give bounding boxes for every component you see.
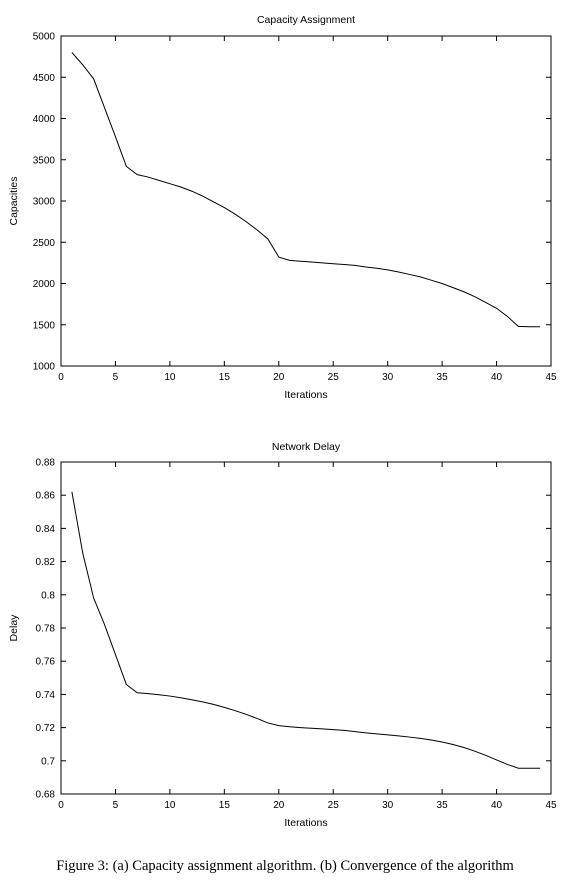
y-tick-label: 4500 — [33, 73, 56, 84]
y-tick-label: 0.7 — [41, 756, 55, 767]
y-tick-label: 0.68 — [36, 790, 56, 801]
x-tick-label: 10 — [164, 372, 176, 383]
x-axis-label: Iterations — [284, 817, 327, 829]
y-tick-label: 0.72 — [36, 723, 56, 734]
chart-a-group: 0 5 10 15 20 25 30 35 40 45 1000 1500 2000 2500 3000 35… — [8, 14, 557, 401]
x-tick-label: 25 — [328, 372, 340, 383]
y-tick-label: 4000 — [33, 114, 56, 125]
y-tick-label: 1000 — [33, 362, 56, 373]
x-tick-label: 5 — [113, 800, 119, 811]
series-line — [71, 491, 541, 769]
x-tick-label: 5 — [113, 372, 119, 383]
y-tick-label: 0.76 — [36, 657, 56, 668]
y-tick-label: 0.86 — [36, 491, 56, 502]
x-tick-label: 40 — [491, 800, 503, 811]
y-axis-label: Delay — [8, 614, 20, 642]
y-tick-label: 0.88 — [36, 458, 56, 469]
figure-caption: Figure 3: (a) Capacity assignment algori… — [56, 858, 514, 874]
y-axis-label: Capacities — [8, 176, 20, 225]
y-tick-label: 0.84 — [36, 524, 56, 535]
chart-b-group: 0 5 10 15 20 25 30 35 40 45 0.68 0.7 0.72 0.74 0.76 0.7… — [8, 441, 557, 829]
x-tick-label: 15 — [219, 800, 231, 811]
y-tick-label: 3500 — [33, 155, 56, 166]
x-tick-label: 45 — [545, 800, 557, 811]
x-tick-label: 30 — [382, 800, 394, 811]
y-tick-label: 0.8 — [41, 590, 55, 601]
x-tick-label: 35 — [437, 800, 449, 811]
y-tick-label: 2000 — [33, 279, 56, 290]
x-axis-label: Iterations — [284, 389, 327, 401]
chart-title: Capacity Assignment — [257, 14, 355, 26]
x-tick-label: 10 — [164, 800, 176, 811]
x-tick-label: 15 — [219, 372, 231, 383]
y-tick-label: 0.78 — [36, 624, 56, 635]
y-tick-label: 0.74 — [36, 690, 56, 701]
x-tick-label: 30 — [382, 372, 394, 383]
x-tick-label: 35 — [437, 372, 449, 383]
x-tick-label: 0 — [58, 372, 64, 383]
x-tick-label: 20 — [273, 800, 285, 811]
x-tick-label: 40 — [491, 372, 503, 383]
x-tick-label: 45 — [545, 372, 557, 383]
series-line — [71, 52, 541, 328]
y-tick-label: 2500 — [33, 238, 56, 249]
x-tick-label: 20 — [273, 372, 285, 383]
chart-title: Network Delay — [272, 441, 341, 453]
y-tick-label: 1500 — [33, 320, 56, 331]
plot-frame — [60, 35, 552, 367]
plot-frame — [60, 461, 552, 795]
x-tick-label: 25 — [328, 800, 340, 811]
y-tick-label: 3000 — [33, 197, 56, 208]
y-tick-label: 0.82 — [36, 557, 56, 568]
x-tick-label: 0 — [58, 800, 64, 811]
y-tick-label: 5000 — [33, 32, 56, 43]
